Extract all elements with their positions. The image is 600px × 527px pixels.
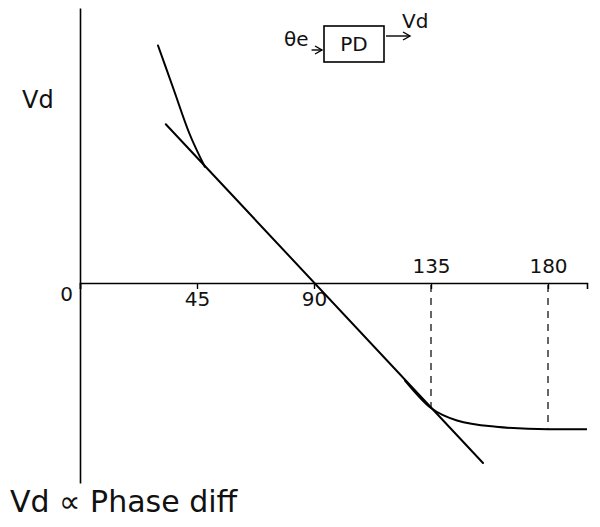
block-diagram: θe PD Vd xyxy=(284,9,428,62)
plot-marks xyxy=(158,46,587,464)
x-tick-label: 135 xyxy=(412,254,450,278)
y-axis xyxy=(80,9,81,484)
input-label: θe xyxy=(284,27,309,51)
pd-label: PD xyxy=(340,32,367,56)
output-label: Vd xyxy=(402,9,428,33)
x-tick: 45 xyxy=(185,283,210,311)
x-tick-label: 180 xyxy=(529,254,567,278)
output-arrowhead xyxy=(403,32,410,40)
chart-svg: 0 45 90 135 180 Vd θe PD Vd Vd ∝ Phase diff xyxy=(0,0,600,527)
chart-root: 0 45 90 135 180 Vd θe PD Vd Vd ∝ Phase diff xyxy=(0,0,600,527)
pd-box xyxy=(324,26,384,62)
x-tick-label: 45 xyxy=(185,287,210,311)
drop-line xyxy=(430,285,431,408)
x-tick-label: 90 xyxy=(302,287,327,311)
x-tick: 180 xyxy=(529,254,567,289)
drop-line xyxy=(547,285,548,429)
x-tick-label: 0 xyxy=(60,282,73,306)
caption: Vd ∝ Phase diff xyxy=(10,484,239,519)
x-tick: 0 xyxy=(60,282,80,306)
y-axis-title: Vd xyxy=(22,86,54,114)
x-tick: 90 xyxy=(302,283,327,311)
x-tick: 135 xyxy=(412,254,450,289)
series-line xyxy=(158,46,587,430)
input-arrowhead xyxy=(315,46,322,54)
x-axis: 0 45 90 135 180 xyxy=(60,254,587,311)
x-axis-line xyxy=(81,284,588,290)
y-axis-line xyxy=(80,9,82,484)
output-arrow xyxy=(386,35,410,36)
